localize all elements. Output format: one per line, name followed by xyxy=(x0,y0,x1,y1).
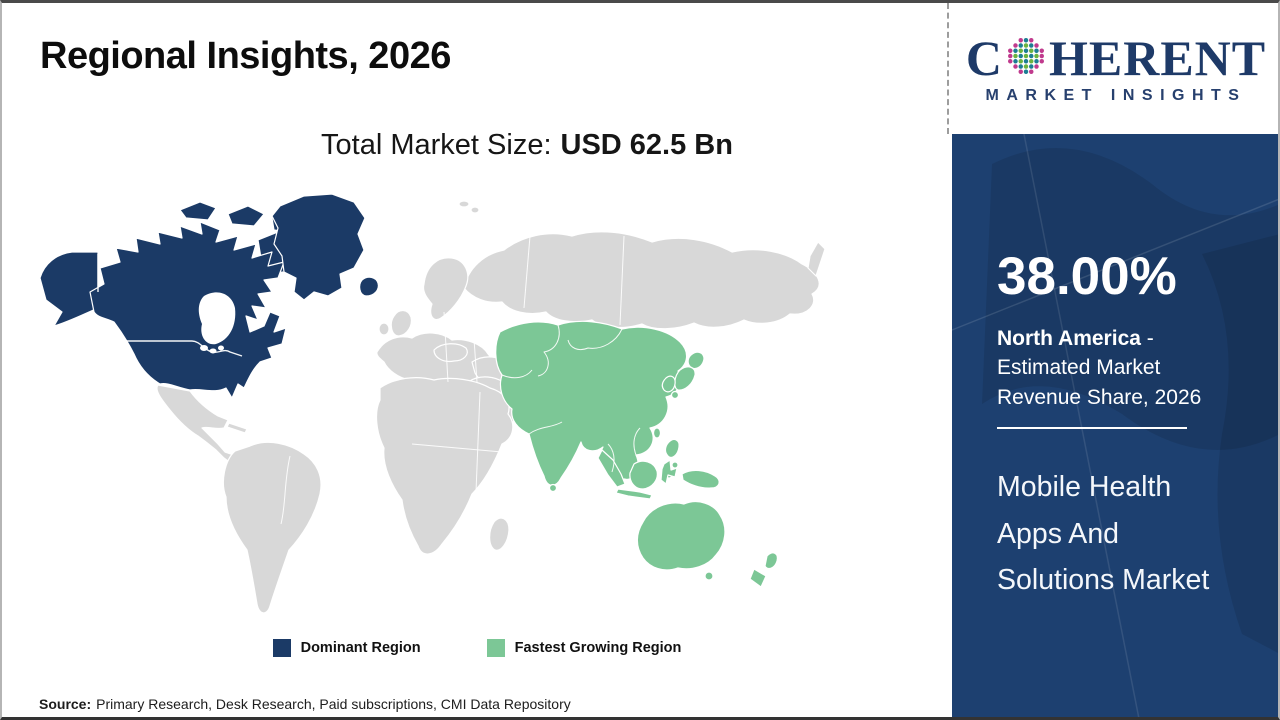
legend-item-fastest: Fastest Growing Region xyxy=(486,639,682,657)
stats-sidebar: 38.00% North America - Estimated Market … xyxy=(952,134,1278,717)
share-description: North America - Estimated Market Revenue… xyxy=(997,324,1247,412)
share-description-rest: - Estimated Market Revenue Share, 2026 xyxy=(997,327,1202,409)
asia-pacific-region xyxy=(495,320,778,588)
dominant-region-swatch xyxy=(272,639,291,657)
fastest-growing-region-swatch xyxy=(486,639,505,657)
dominant-region-label: Dominant Region xyxy=(300,640,421,656)
map-legend: Dominant Region Fastest Growing Region xyxy=(32,639,922,657)
source-label: Source: xyxy=(39,696,92,712)
dashed-divider xyxy=(947,3,949,134)
brand-tagline: MARKET INSIGHTS xyxy=(985,86,1247,104)
brand-letters-rest: HERENT xyxy=(1048,29,1267,86)
total-market-size: Total Market Size: USD 62.5 Bn xyxy=(82,129,972,162)
source-text: Primary Research, Desk Research, Paid su… xyxy=(96,696,571,712)
page-title: Regional Insights, 2026 xyxy=(40,35,451,77)
brand-wordmark: C HERENT xyxy=(966,33,1266,83)
map-borders xyxy=(90,235,641,525)
world-map xyxy=(32,191,922,623)
brand-logo: C HERENT MARKET INSIGHTS xyxy=(952,3,1278,134)
source-line: Source: Primary Research, Desk Research, … xyxy=(39,696,571,712)
sidebar-watermark xyxy=(952,134,1278,717)
sidebar-divider xyxy=(997,427,1187,429)
share-value: 38.00% xyxy=(997,247,1177,306)
share-region-name: North America xyxy=(997,327,1141,350)
total-market-size-value: USD 62.5 Bn xyxy=(560,129,733,161)
brand-letter-c: C xyxy=(965,29,1003,86)
world-map-svg xyxy=(39,193,826,614)
fastest-growing-region-label: Fastest Growing Region xyxy=(514,640,682,656)
globe-dots-icon xyxy=(1007,37,1044,74)
market-name: Mobile Health Apps And Solutions Market xyxy=(997,471,1210,597)
legend-item-dominant: Dominant Region xyxy=(272,639,421,657)
total-market-size-label: Total Market Size: xyxy=(321,129,552,161)
